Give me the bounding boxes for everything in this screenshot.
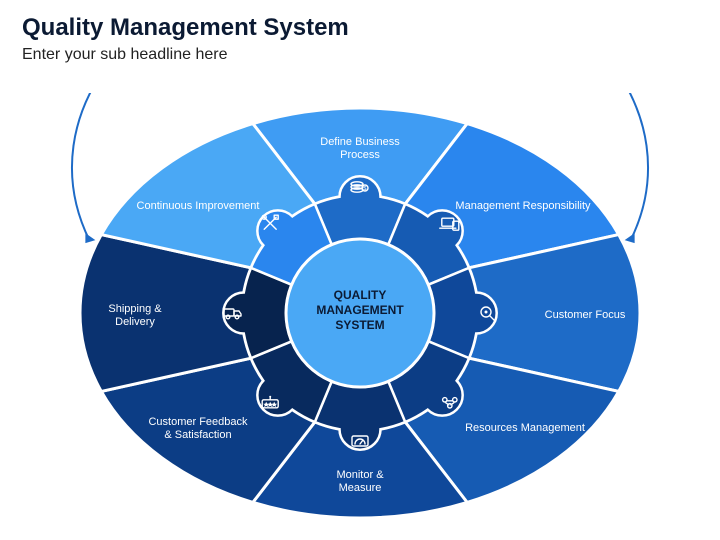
page-subtitle: Enter your sub headline here [22, 46, 698, 64]
segment-label-7: Continuous Improvement [137, 200, 260, 212]
qms-radial-diagram: $QUALITYMANAGEMENTSYSTEMDefine BusinessP… [60, 93, 660, 533]
arrow-left [85, 233, 95, 243]
segment-label-1: Management Responsibility [455, 200, 591, 212]
segment-label-3: Resources Management [465, 422, 585, 434]
header: Quality Management System Enter your sub… [0, 0, 720, 70]
svg-text:$: $ [364, 186, 367, 192]
arrow-right [625, 233, 635, 243]
segment-label-2: Customer Focus [545, 309, 626, 321]
segment-label-4: Monitor &Measure [336, 469, 384, 494]
page-title: Quality Management System [22, 14, 698, 42]
segment-label-6: Shipping &Delivery [108, 303, 162, 328]
